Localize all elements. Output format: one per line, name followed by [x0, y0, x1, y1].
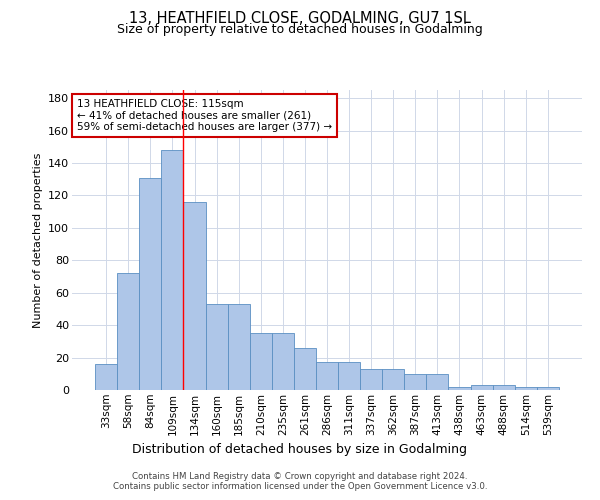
Y-axis label: Number of detached properties: Number of detached properties — [32, 152, 43, 328]
Bar — [338, 362, 360, 390]
Bar — [404, 374, 427, 390]
Bar — [427, 374, 448, 390]
Bar — [294, 348, 316, 390]
Bar — [316, 362, 338, 390]
Bar — [139, 178, 161, 390]
Bar — [360, 369, 382, 390]
Bar — [117, 273, 139, 390]
Bar — [184, 202, 206, 390]
Bar — [206, 304, 227, 390]
Bar — [250, 333, 272, 390]
Bar — [448, 387, 470, 390]
Bar — [95, 364, 117, 390]
Bar — [515, 387, 537, 390]
Bar — [470, 385, 493, 390]
Bar — [382, 369, 404, 390]
Bar — [161, 150, 184, 390]
Bar — [227, 304, 250, 390]
Bar — [272, 333, 294, 390]
Text: Contains HM Land Registry data © Crown copyright and database right 2024.
Contai: Contains HM Land Registry data © Crown c… — [113, 472, 487, 491]
Text: Distribution of detached houses by size in Godalming: Distribution of detached houses by size … — [133, 442, 467, 456]
Bar — [537, 387, 559, 390]
Text: 13 HEATHFIELD CLOSE: 115sqm
← 41% of detached houses are smaller (261)
59% of se: 13 HEATHFIELD CLOSE: 115sqm ← 41% of det… — [77, 99, 332, 132]
Text: Size of property relative to detached houses in Godalming: Size of property relative to detached ho… — [117, 22, 483, 36]
Bar — [493, 385, 515, 390]
Text: 13, HEATHFIELD CLOSE, GODALMING, GU7 1SL: 13, HEATHFIELD CLOSE, GODALMING, GU7 1SL — [129, 11, 471, 26]
